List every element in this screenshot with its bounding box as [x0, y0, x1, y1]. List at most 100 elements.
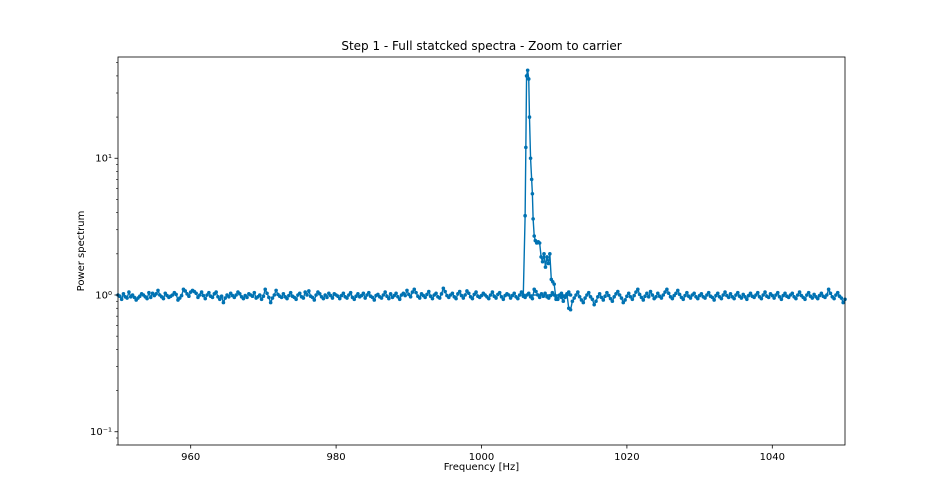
- data-point: [127, 290, 131, 294]
- data-point: [590, 297, 595, 302]
- data-point: [497, 290, 502, 295]
- data-point: [267, 295, 271, 300]
- data-point: [388, 292, 393, 296]
- data-point: [396, 295, 400, 299]
- data-point: [646, 295, 651, 299]
- data-point: [241, 296, 246, 301]
- data-point: [777, 295, 782, 299]
- data-point: [408, 295, 413, 299]
- data-point: [695, 296, 700, 301]
- data-point: [739, 296, 744, 300]
- data-point: [294, 297, 298, 302]
- data-point: [745, 297, 749, 302]
- data-point: [596, 295, 600, 299]
- data-point: [608, 296, 613, 301]
- data-point: [352, 297, 357, 302]
- data-point: [783, 291, 787, 296]
- data-point: [568, 293, 573, 297]
- data-point: [423, 295, 427, 300]
- data-point: [534, 289, 538, 294]
- data-point: [825, 293, 829, 297]
- data-point: [379, 296, 384, 300]
- data-point: [221, 300, 226, 305]
- data-point: [770, 293, 775, 298]
- data-point: [779, 297, 784, 302]
- data-point: [516, 296, 520, 301]
- data-point: [594, 299, 598, 304]
- data-point: [161, 296, 166, 301]
- data-point: [336, 294, 340, 299]
- data-point: [541, 294, 546, 299]
- data-point: [715, 291, 720, 296]
- data-point: [119, 297, 124, 302]
- data-point: [561, 299, 566, 304]
- data-point: [577, 295, 582, 299]
- data-point: [265, 291, 269, 296]
- data-point: [272, 293, 277, 297]
- data-point: [579, 298, 584, 302]
- data-point: [403, 293, 407, 298]
- data-point: [795, 293, 800, 297]
- data-point: [523, 213, 527, 218]
- data-point: [259, 297, 264, 302]
- x-tick-label: 980: [327, 452, 346, 463]
- data-point: [763, 290, 767, 294]
- y-axis: 10⁻¹ 10⁰ 10¹: [90, 62, 118, 446]
- data-point: [207, 290, 211, 295]
- data-point: [132, 295, 137, 300]
- data-point: [630, 297, 635, 302]
- data-point: [426, 289, 431, 294]
- data-point: [819, 291, 824, 296]
- data-point: [692, 291, 696, 296]
- data-point: [252, 290, 257, 295]
- data-point: [197, 293, 202, 297]
- data-point: [219, 294, 224, 299]
- series-line: [117, 69, 846, 311]
- series-layer: [116, 68, 847, 312]
- data-point: [317, 292, 322, 296]
- data-point: [363, 296, 367, 300]
- data-point: [619, 296, 624, 300]
- data-point: [625, 294, 629, 299]
- data-point: [663, 290, 667, 294]
- data-point: [546, 261, 551, 266]
- data-point: [417, 296, 422, 300]
- data-point: [372, 298, 377, 302]
- data-point: [383, 290, 387, 294]
- data-point: [370, 295, 375, 300]
- data-point: [810, 296, 815, 300]
- data-point: [548, 293, 553, 298]
- data-point: [530, 296, 535, 301]
- data-point: [794, 296, 798, 301]
- data-point: [227, 295, 231, 299]
- data-point: [681, 297, 686, 302]
- x-tick-label: 1040: [760, 452, 785, 463]
- data-point: [506, 293, 511, 297]
- data-point: [526, 77, 531, 81]
- data-point: [521, 293, 526, 297]
- data-point: [570, 299, 575, 304]
- data-point: [314, 293, 318, 297]
- data-point: [223, 296, 228, 300]
- chart-title: Step 1 - Full statcked spectra - Zoom to…: [341, 39, 621, 53]
- data-point: [755, 290, 760, 295]
- data-point: [439, 292, 444, 296]
- data-point: [710, 295, 715, 300]
- data-point: [703, 296, 707, 300]
- data-point: [307, 289, 311, 293]
- data-point: [603, 294, 607, 299]
- data-point: [719, 296, 724, 301]
- data-point: [759, 296, 764, 301]
- data-point: [623, 298, 627, 302]
- data-point: [699, 292, 704, 296]
- data-point: [348, 290, 353, 295]
- data-point: [634, 290, 638, 294]
- data-point: [723, 290, 727, 294]
- data-point: [183, 289, 188, 293]
- data-point: [659, 296, 664, 300]
- data-point: [665, 287, 669, 292]
- data-point: [586, 290, 591, 295]
- data-point: [617, 293, 622, 297]
- data-point: [508, 296, 513, 300]
